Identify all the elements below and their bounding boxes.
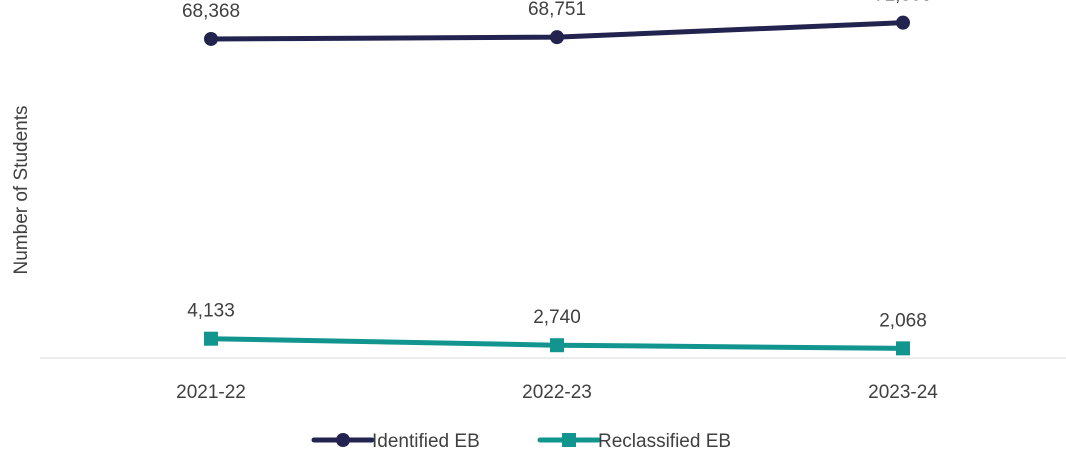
legend-marker [336, 433, 350, 447]
data-point [896, 341, 910, 356]
legend-label: Identified EB [372, 431, 480, 452]
legend-marker [562, 433, 576, 447]
data-point [896, 15, 910, 30]
x-tick-label: 2023-24 [868, 382, 938, 403]
data-label: 68,751 [528, 0, 586, 20]
legend: Identified EB Reclassified EB [311, 431, 731, 452]
data-point [550, 338, 564, 353]
data-point [204, 331, 218, 346]
data-label: 2,740 [533, 307, 581, 328]
y-axis-label: Number of Students [11, 106, 32, 275]
data-label: 71,859 [874, 0, 932, 6]
data-label: 68,368 [182, 1, 240, 22]
plot-area: 2021-22 2022-23 2023-24 68,368 68,751 71,859 4… [176, 0, 938, 403]
x-tick-label: 2021-22 [176, 382, 246, 403]
legend-label: Reclassified EB [598, 431, 731, 452]
data-label: 2,068 [879, 310, 927, 331]
data-label: 4,133 [187, 301, 235, 322]
data-point [204, 31, 218, 46]
x-tick-label: 2022-23 [522, 382, 592, 403]
data-point [550, 30, 564, 45]
